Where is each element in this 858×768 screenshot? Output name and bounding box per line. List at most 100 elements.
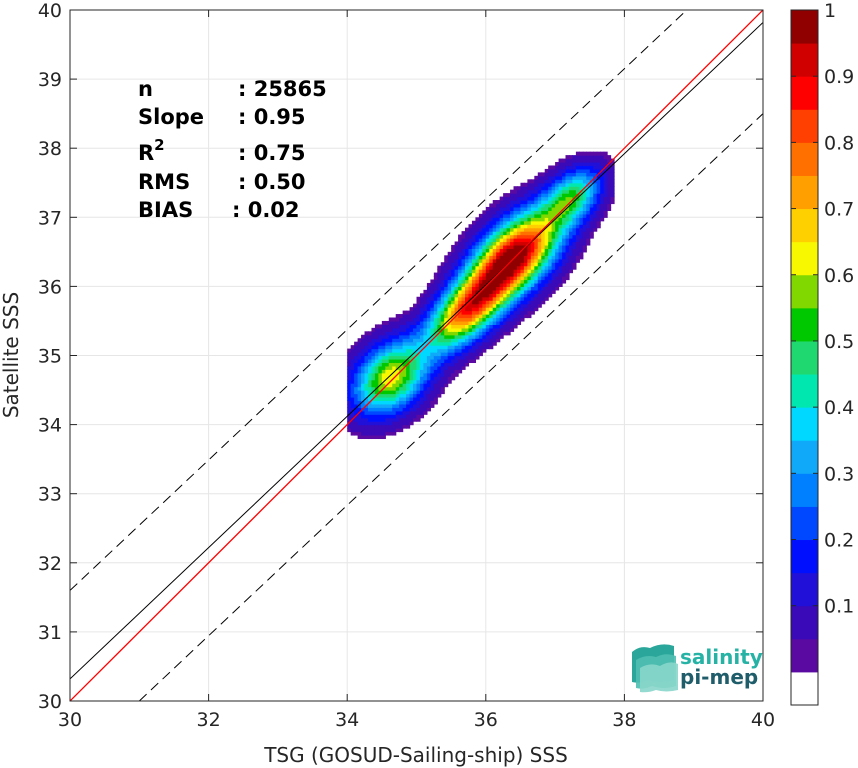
density-cell xyxy=(364,358,369,364)
density-cell xyxy=(582,158,587,163)
density-cell xyxy=(520,217,525,222)
density-cell xyxy=(541,269,546,274)
density-cell xyxy=(516,238,522,243)
density-cell xyxy=(468,303,473,308)
density-cell xyxy=(596,196,601,201)
density-cell xyxy=(544,272,549,277)
density-cell xyxy=(440,338,445,343)
density-cell xyxy=(523,220,528,225)
density-cell xyxy=(392,383,397,388)
density-cell xyxy=(541,279,546,284)
density-cell xyxy=(357,400,362,405)
density-cell xyxy=(458,248,463,253)
density-cell xyxy=(409,362,414,367)
density-cell xyxy=(471,276,477,281)
density-cell xyxy=(364,372,369,377)
density-cell xyxy=(482,265,487,270)
density-cell xyxy=(458,324,463,329)
density-cell xyxy=(541,213,546,218)
density-cell xyxy=(582,175,587,180)
density-contours xyxy=(347,151,615,440)
density-cell xyxy=(385,417,390,422)
density-cell xyxy=(534,200,539,205)
density-cell xyxy=(413,348,418,353)
density-cell xyxy=(523,258,528,263)
density-cell xyxy=(544,217,549,222)
density-cell xyxy=(433,383,438,388)
density-cell xyxy=(548,203,553,208)
density-cell xyxy=(568,206,574,211)
density-cell xyxy=(461,324,466,329)
density-cell xyxy=(555,162,560,167)
density-cell xyxy=(555,186,560,191)
density-cell xyxy=(430,376,435,381)
density-cell xyxy=(388,424,393,429)
density-cell xyxy=(354,379,359,384)
density-cell xyxy=(551,241,556,246)
density-cell xyxy=(499,234,504,239)
density-cell xyxy=(568,168,574,173)
density-cell xyxy=(489,255,494,260)
density-cell xyxy=(430,386,435,391)
density-cell xyxy=(541,172,546,177)
density-cell xyxy=(503,324,508,329)
density-cell xyxy=(416,320,421,326)
density-cell xyxy=(409,334,414,339)
density-cell xyxy=(562,231,567,236)
density-cell xyxy=(385,414,390,419)
density-cell xyxy=(534,262,539,267)
density-cell xyxy=(471,331,477,336)
density-cell xyxy=(440,372,445,377)
density-cell xyxy=(402,341,407,346)
density-cell xyxy=(399,327,404,332)
density-cell xyxy=(468,272,473,277)
density-cell xyxy=(437,362,442,367)
density-cell xyxy=(447,324,452,329)
density-cell xyxy=(496,244,501,249)
density-cell xyxy=(530,310,535,315)
density-cell xyxy=(510,251,515,256)
density-cell xyxy=(447,269,452,274)
density-cell xyxy=(395,345,400,350)
density-cell xyxy=(555,224,560,229)
density-cell xyxy=(551,165,556,170)
density-cell xyxy=(430,362,435,367)
density-cell xyxy=(392,421,397,426)
density-cell xyxy=(465,355,470,360)
density-cell xyxy=(544,244,549,249)
colorbar-frame xyxy=(790,9,819,706)
density-cell xyxy=(399,352,404,357)
density-cell xyxy=(582,162,587,167)
density-cell xyxy=(468,314,473,319)
density-cell xyxy=(361,352,366,357)
density-cell xyxy=(433,355,438,360)
density-cell xyxy=(385,341,390,346)
density-cell xyxy=(558,179,563,184)
density-cell xyxy=(496,241,501,246)
density-cell xyxy=(520,200,525,205)
density-cell xyxy=(520,206,525,211)
density-cell xyxy=(471,258,477,263)
density-cell xyxy=(534,193,539,198)
density-cell xyxy=(558,255,563,260)
density-cell xyxy=(430,282,435,287)
density-cell xyxy=(426,358,431,364)
density-cell xyxy=(506,206,511,211)
density-cell xyxy=(492,227,497,232)
regression-line xyxy=(70,22,763,680)
density-cell xyxy=(541,175,546,180)
density-cell xyxy=(572,255,577,260)
density-cell xyxy=(544,276,549,281)
density-cell xyxy=(364,434,369,440)
density-cell xyxy=(447,272,452,277)
density-cell xyxy=(496,210,501,215)
density-cell xyxy=(364,369,369,374)
density-cell xyxy=(485,210,490,215)
density-cell xyxy=(516,269,522,274)
density-cell xyxy=(485,293,490,298)
density-cell xyxy=(555,182,560,187)
density-cell xyxy=(496,279,501,284)
density-cell xyxy=(447,307,452,312)
colorbar-segment xyxy=(791,572,818,607)
density-cell xyxy=(354,358,359,364)
